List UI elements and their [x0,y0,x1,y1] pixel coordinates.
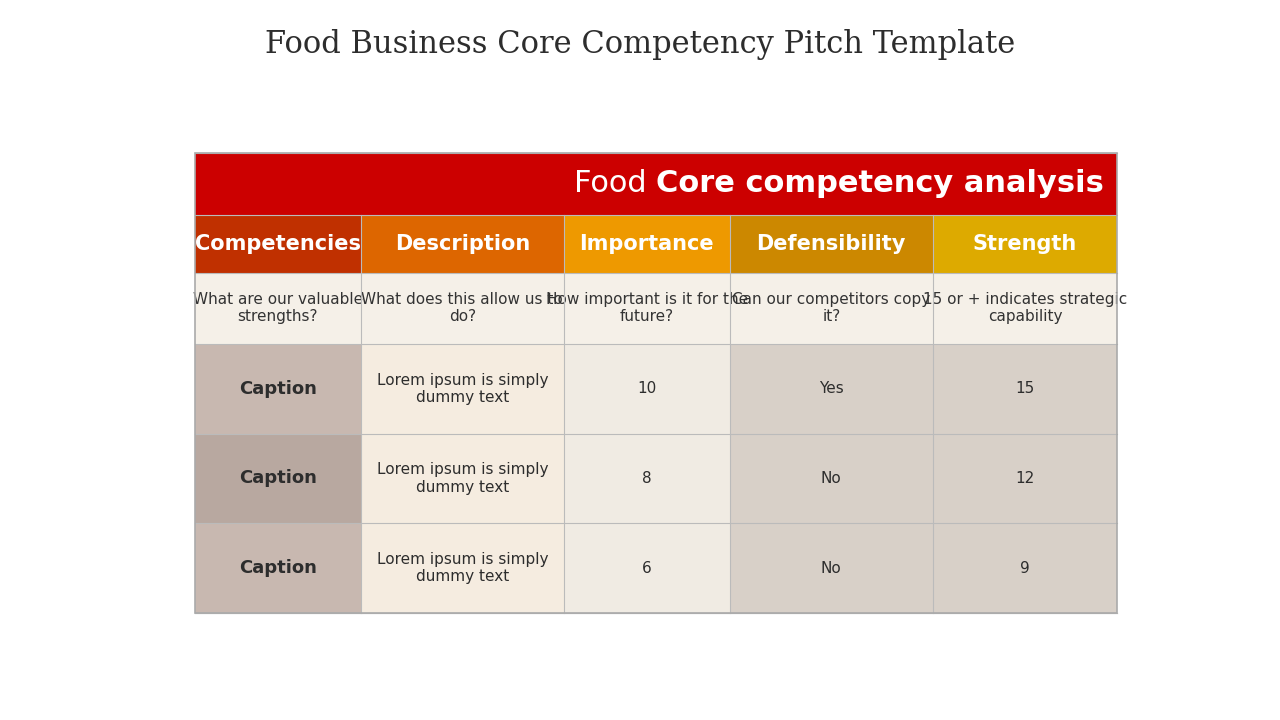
Bar [730,273,933,344]
Bar [933,344,1117,433]
Text: Strength: Strength [973,234,1078,254]
Bar [195,153,1117,613]
Bar [195,215,361,273]
Bar [730,215,933,273]
Text: Core competency analysis: Core competency analysis [657,169,1103,199]
Text: Defensibility: Defensibility [756,234,906,254]
Bar [195,344,361,433]
Text: Lorem ipsum is simply
dummy text: Lorem ipsum is simply dummy text [376,462,548,495]
Bar [933,433,1117,523]
Bar [195,523,361,613]
Text: No: No [820,561,842,576]
Bar [563,523,730,613]
Bar [361,273,563,344]
Text: Food: Food [573,169,657,199]
Text: 12: 12 [1015,471,1034,486]
Bar [730,523,933,613]
Text: What does this allow us to
do?: What does this allow us to do? [361,292,563,325]
Text: Lorem ipsum is simply
dummy text: Lorem ipsum is simply dummy text [376,552,548,585]
Text: How important is it for the
future?: How important is it for the future? [545,292,748,325]
Bar [933,215,1117,273]
Text: Food Business Core Competency Pitch Template: Food Business Core Competency Pitch Temp… [265,29,1015,60]
Text: No: No [820,471,842,486]
Bar [361,433,563,523]
Text: 10: 10 [637,382,657,396]
Bar [933,523,1117,613]
Bar [563,433,730,523]
Bar [361,344,563,433]
Bar [195,433,361,523]
Bar [730,433,933,523]
Text: Caption: Caption [239,559,316,577]
Text: 8: 8 [643,471,652,486]
Bar [933,273,1117,344]
Text: Lorem ipsum is simply
dummy text: Lorem ipsum is simply dummy text [376,372,548,405]
Text: What are our valuable
strengths?: What are our valuable strengths? [193,292,362,325]
Bar [730,344,933,433]
Text: Yes: Yes [819,382,844,396]
Text: 15: 15 [1015,382,1034,396]
Bar [195,153,1117,215]
Bar [563,215,730,273]
Bar [563,273,730,344]
Text: Can our competitors copy
it?: Can our competitors copy it? [732,292,931,325]
Bar [195,273,361,344]
Text: Caption: Caption [239,379,316,397]
Bar [563,344,730,433]
Text: Competencies: Competencies [195,234,361,254]
Bar [361,215,563,273]
Text: Importance: Importance [580,234,714,254]
Text: 6: 6 [641,561,652,576]
Text: Description: Description [394,234,530,254]
Text: 9: 9 [1020,561,1030,576]
Text: 15 or + indicates strategic
capability: 15 or + indicates strategic capability [923,292,1128,325]
Text: Caption: Caption [239,469,316,487]
Bar [361,523,563,613]
